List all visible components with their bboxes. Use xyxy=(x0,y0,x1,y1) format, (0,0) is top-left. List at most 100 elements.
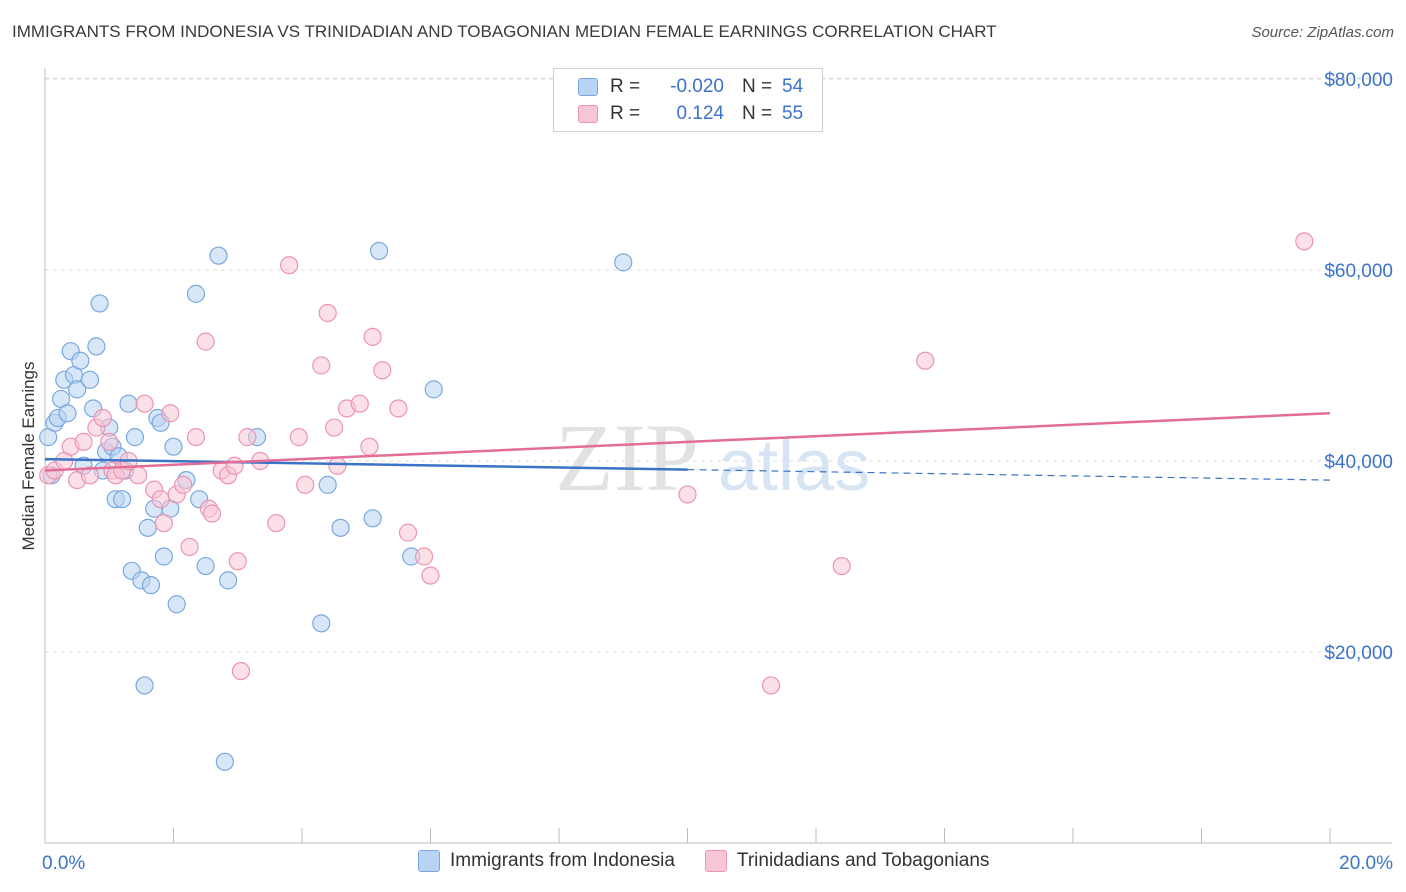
data-point xyxy=(80,466,100,485)
data-point xyxy=(614,253,633,272)
data-point xyxy=(87,337,106,356)
data-point xyxy=(916,351,935,370)
data-point xyxy=(832,556,851,576)
data-point xyxy=(280,256,299,275)
stats-legend: R = -0.020 N = 54 R = 0.124 N = 55 xyxy=(553,68,823,132)
data-point xyxy=(1295,232,1314,251)
legend-swatch-blue xyxy=(578,78,598,96)
data-point xyxy=(360,437,379,456)
x-tick-labels: 0.0% 20.0% xyxy=(42,853,1393,874)
data-point xyxy=(312,356,331,375)
trend-lines xyxy=(44,412,1331,481)
data-point xyxy=(289,428,308,447)
data-point xyxy=(74,432,93,451)
data-point xyxy=(424,380,443,399)
gridlines xyxy=(45,77,1392,653)
data-point xyxy=(350,394,369,413)
r-label: R = xyxy=(610,103,641,124)
y-tick-labels: $20,000 $40,000 $60,000 $80,000 xyxy=(1324,70,1393,664)
data-point xyxy=(135,676,154,695)
data-point xyxy=(225,456,244,475)
r-value: 0.124 xyxy=(676,103,724,124)
data-point xyxy=(678,485,697,504)
data-point xyxy=(71,351,90,370)
data-point xyxy=(325,418,344,437)
data-point xyxy=(154,513,173,533)
data-point xyxy=(186,428,206,447)
data-point xyxy=(328,456,347,475)
legend-item-trinidad[interactable]: Trinidadians and Tobagonians xyxy=(704,850,990,872)
r-value: -0.020 xyxy=(670,76,724,97)
data-point xyxy=(68,380,87,399)
data-point xyxy=(186,284,206,303)
data-point xyxy=(135,394,154,413)
legend-label-trinidad: Trinidadians and Tobagonians xyxy=(736,850,990,871)
legend-label-indonesia: Immigrants from Indonesia xyxy=(450,850,675,871)
data-point xyxy=(164,437,183,456)
x-tick-label-min: 0.0% xyxy=(42,853,85,874)
data-point xyxy=(331,518,350,537)
n-value: 54 xyxy=(782,76,804,97)
series-trinidad-points xyxy=(39,232,1314,695)
data-point xyxy=(209,246,228,265)
n-value: 55 xyxy=(782,103,804,124)
y-tick-label: $40,000 xyxy=(1324,452,1393,473)
x-tick-label-max: 20.0% xyxy=(1339,853,1393,874)
data-point xyxy=(125,428,145,447)
y-tick-label: $20,000 xyxy=(1324,643,1393,664)
data-point xyxy=(174,475,193,494)
data-point xyxy=(58,404,77,423)
n-label: N = xyxy=(742,103,773,124)
data-point xyxy=(398,523,418,542)
stats-row-trinidad: R = 0.124 N = 55 xyxy=(578,102,803,126)
data-point xyxy=(154,547,173,566)
legend-swatch-blue xyxy=(418,850,440,872)
data-point xyxy=(196,332,215,351)
legend-swatch-pink xyxy=(704,850,727,872)
watermark-zip: ZIP xyxy=(555,404,699,511)
trend-line-indonesia xyxy=(44,457,688,471)
data-point xyxy=(389,399,408,418)
series-legend: Immigrants from Indonesia Trinidadians a… xyxy=(418,850,1019,872)
data-point xyxy=(180,537,199,557)
y-tick-label: $80,000 xyxy=(1324,70,1393,91)
axes xyxy=(44,68,1392,844)
y-axis-label: Median Female Earnings xyxy=(19,362,38,551)
data-point xyxy=(112,490,132,509)
y-tick-label: $60,000 xyxy=(1324,261,1393,282)
data-point xyxy=(296,475,315,494)
data-point xyxy=(363,509,382,528)
watermark: ZIP atlas xyxy=(555,404,870,511)
data-point xyxy=(141,576,161,595)
data-point xyxy=(202,504,222,523)
data-point xyxy=(363,327,382,346)
series-indonesia-points xyxy=(39,241,633,771)
data-point xyxy=(219,571,238,590)
n-label: N = xyxy=(742,76,773,97)
r-label: R = xyxy=(610,76,641,97)
data-point xyxy=(93,408,112,428)
data-point xyxy=(373,361,392,380)
data-point xyxy=(238,428,257,447)
data-point xyxy=(138,518,157,537)
data-point xyxy=(119,394,138,413)
data-point xyxy=(318,303,337,323)
trend-line-trinidad xyxy=(44,412,1331,472)
data-point xyxy=(215,752,234,771)
data-point xyxy=(414,547,434,566)
data-point xyxy=(267,513,286,533)
data-point xyxy=(100,432,119,451)
data-point xyxy=(370,241,389,260)
data-point xyxy=(231,661,251,681)
data-point xyxy=(318,475,337,494)
data-point xyxy=(80,370,100,389)
source-credit: Source: ZipAtlas.com xyxy=(1251,24,1394,41)
legend-swatch-pink xyxy=(578,105,598,123)
data-point xyxy=(129,466,148,485)
data-point xyxy=(161,404,180,423)
stats-row-indonesia: R = -0.020 N = 54 xyxy=(578,75,803,99)
legend-item-indonesia[interactable]: Immigrants from Indonesia xyxy=(418,850,675,872)
data-point xyxy=(228,552,247,571)
data-point xyxy=(761,676,781,695)
